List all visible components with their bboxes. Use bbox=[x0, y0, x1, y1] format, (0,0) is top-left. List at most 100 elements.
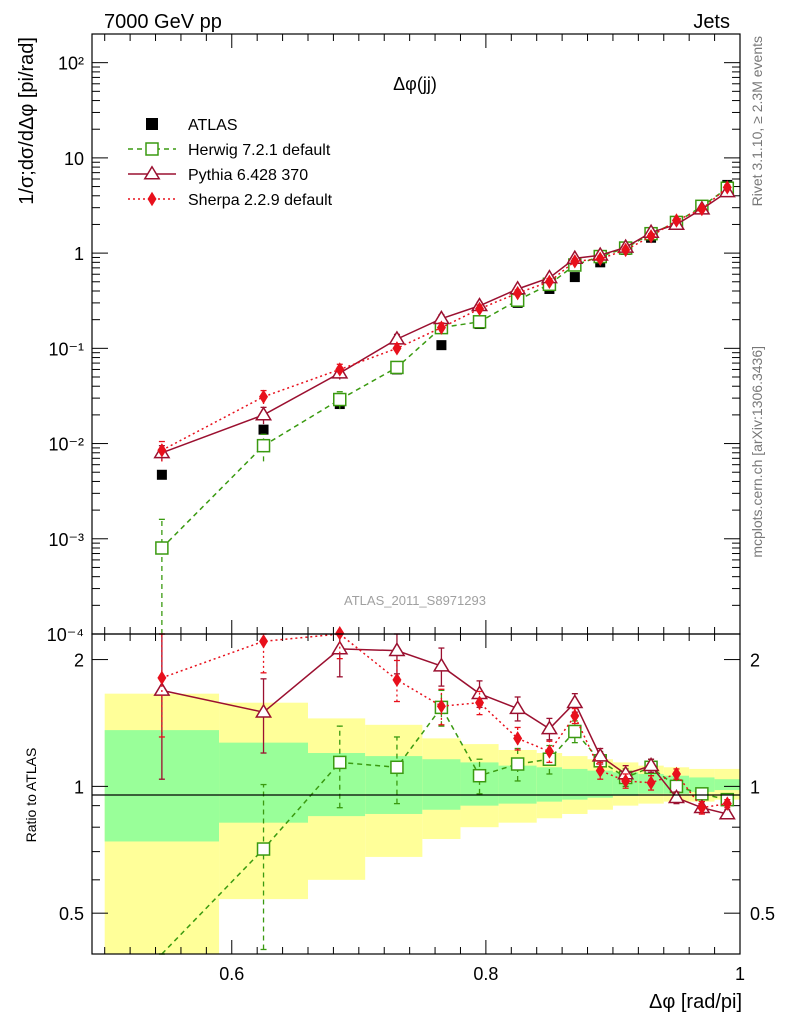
ratio-tick-label-right: 2 bbox=[750, 651, 760, 671]
y-tick-label: 10⁻³ bbox=[48, 530, 84, 550]
data-point bbox=[157, 443, 167, 458]
analysis-tag: ATLAS_2011_S8971293 bbox=[344, 593, 486, 608]
data-point bbox=[513, 731, 523, 746]
y-tick-label: 1 bbox=[74, 244, 84, 264]
data-point bbox=[472, 768, 487, 783]
data-point bbox=[570, 254, 580, 269]
x-tick-label: 0.6 bbox=[219, 964, 244, 984]
data-point bbox=[256, 438, 271, 453]
ratio-bands bbox=[104, 693, 740, 954]
data-point bbox=[472, 315, 487, 329]
data-point bbox=[540, 720, 558, 735]
data-point bbox=[335, 362, 345, 377]
data-point bbox=[722, 180, 732, 195]
chart-title: Δφ(jj) bbox=[393, 74, 437, 94]
ratio-tick-label: 0.5 bbox=[59, 904, 84, 924]
header-right: Jets bbox=[693, 11, 730, 33]
data-point bbox=[156, 469, 167, 480]
main-series bbox=[153, 179, 736, 634]
axes-ticks: 0.6 0.8 1 10⁻⁴ 10⁻³ 10⁻² 10⁻¹ 1 10 10² 0.5 0.5 1 1 2 2 bbox=[47, 33, 775, 984]
data-point bbox=[256, 842, 271, 856]
legend-label: Pythia 6.428 370 bbox=[188, 167, 308, 184]
data-point bbox=[569, 272, 580, 283]
data-point bbox=[697, 800, 707, 815]
data-point bbox=[259, 634, 269, 649]
band-inner-bin bbox=[714, 779, 740, 791]
data-point bbox=[671, 766, 681, 782]
data-point bbox=[436, 340, 447, 351]
data-point bbox=[544, 744, 554, 759]
data-point bbox=[722, 796, 732, 811]
data-point bbox=[544, 274, 554, 289]
band-inner-bin bbox=[498, 765, 537, 804]
y-axis-label: 1/σ;dσ/dΔφ [pi/rad] bbox=[16, 37, 38, 205]
data-point bbox=[509, 699, 527, 715]
mcplots-label: mcplots.cern.ch [arXiv:1306.3436] bbox=[749, 346, 765, 558]
ratio-tick-label: 1 bbox=[74, 777, 84, 797]
ratio-frame bbox=[91, 633, 741, 955]
y-tick-label: 10² bbox=[58, 54, 84, 74]
data-point bbox=[697, 201, 707, 217]
data-point bbox=[568, 724, 582, 739]
data-point bbox=[566, 694, 584, 709]
data-point bbox=[146, 118, 158, 130]
x-axis-label: Δφ [rad/pi] bbox=[649, 991, 742, 1013]
data-point bbox=[392, 672, 402, 688]
data-point bbox=[513, 285, 523, 301]
data-point bbox=[157, 670, 167, 686]
y-tick-label: 10 bbox=[64, 149, 84, 169]
y-tick-label: 10⁻² bbox=[48, 435, 84, 455]
legend-label: Herwig 7.2.1 default bbox=[188, 142, 331, 159]
data-point bbox=[436, 320, 446, 335]
data-point bbox=[595, 763, 605, 778]
data-point bbox=[255, 703, 273, 718]
data-point bbox=[333, 755, 347, 770]
series-line bbox=[161, 187, 728, 549]
data-point bbox=[155, 541, 169, 555]
data-point bbox=[255, 406, 273, 421]
data-point bbox=[646, 229, 656, 244]
x-tick-label: 1 bbox=[735, 964, 745, 984]
data-point bbox=[388, 641, 406, 657]
rivet-label: Rivet 3.1.10, ≥ 2.3M events bbox=[749, 36, 765, 206]
data-point bbox=[621, 773, 631, 789]
data-point bbox=[570, 708, 580, 724]
data-point bbox=[667, 789, 685, 804]
data-point bbox=[595, 251, 605, 267]
data-point bbox=[390, 760, 404, 775]
legend-label: ATLAS bbox=[188, 117, 238, 134]
ratio-tick-label-right: 1 bbox=[750, 777, 760, 797]
data-point bbox=[591, 747, 609, 762]
header-left: 7000 GeV pp bbox=[104, 11, 222, 33]
data-point bbox=[259, 389, 269, 404]
data-point bbox=[642, 756, 660, 772]
data-point bbox=[646, 775, 656, 790]
legend-label: Sherpa 2.2.9 default bbox=[188, 192, 333, 209]
data-point bbox=[258, 424, 269, 435]
data-point bbox=[510, 757, 525, 771]
data-point bbox=[695, 787, 709, 801]
data-point bbox=[621, 242, 631, 258]
band-inner-bin bbox=[219, 742, 308, 823]
data-point bbox=[390, 360, 404, 375]
legend: ATLAS Herwig 7.2.1 default Pythia 6.428 37… bbox=[128, 117, 333, 209]
data-point bbox=[145, 142, 159, 156]
y-tick-label: 10⁻⁴ bbox=[47, 625, 84, 645]
y-tick-label: 10⁻¹ bbox=[48, 339, 84, 359]
data-point bbox=[718, 805, 736, 820]
data-point bbox=[475, 301, 485, 317]
data-point bbox=[143, 165, 161, 180]
band-inner-bin bbox=[422, 759, 461, 810]
series-line bbox=[161, 186, 728, 451]
data-point bbox=[335, 626, 345, 641]
ratio-tick-label: 2 bbox=[74, 651, 84, 671]
data-point bbox=[333, 392, 347, 407]
ratio-y-axis-label: Ratio to ATLAS bbox=[23, 748, 39, 843]
data-point bbox=[392, 341, 402, 356]
x-tick-label: 0.8 bbox=[473, 964, 498, 984]
data-point bbox=[432, 657, 450, 672]
data-point bbox=[475, 695, 485, 710]
data-point bbox=[147, 191, 157, 207]
